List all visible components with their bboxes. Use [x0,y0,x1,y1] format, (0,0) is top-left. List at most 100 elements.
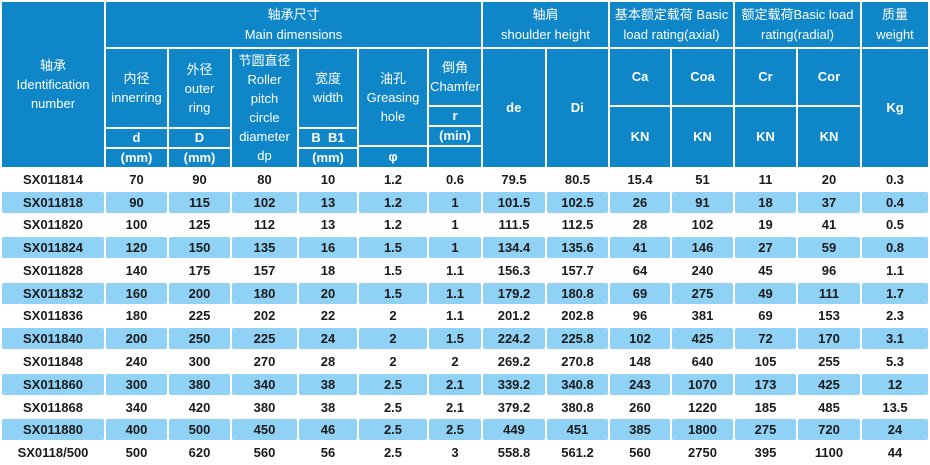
table-row: SX011880 400 500 450 46 2.5 2.5 449 451 385 1800 27… [2,419,928,441]
bearing-id-cell: SX011814 [2,169,104,190]
table-cell: 202 [232,305,297,327]
table-row: SX0118/500 500 620 560 56 2.5 3 558.8 561.2 560 27… [2,442,928,463]
table-cell: 112.5 [547,214,608,236]
table-cell: 2 [429,351,481,372]
table-cell: 340 [106,396,167,418]
table-cell: 111 [798,282,860,304]
table-cell: 125 [169,214,230,236]
col-symbol-de: de [483,49,545,167]
table-cell: 380 [169,373,230,395]
table-cell: 10 [299,169,357,190]
table-cell: 1.5 [429,328,481,350]
table-cell: 112 [232,214,297,236]
table-cell: 1.1 [429,260,481,281]
col-symbol-B-B1: B B1 [299,129,357,147]
table-cell: 560 [232,442,297,463]
col-chamfer: 倒角 Chamfer r (min) [429,49,481,167]
table-cell: 72 [735,328,796,350]
table-cell: 640 [672,351,733,372]
table-cell: 153 [798,305,860,327]
table-cell: 15.4 [610,169,670,190]
table-cell: 90 [169,169,230,190]
table-cell: 18 [299,260,357,281]
table-row: SX011828 140 175 157 18 1.5 1.1 156.3 157.7 64 240… [2,260,928,281]
table-cell: 450 [232,419,297,441]
table-cell: 2 [359,351,427,372]
table-cell: 225 [169,305,230,327]
group-header-weight: 质量 weight [862,2,928,47]
bearing-id-cell: SX011880 [2,419,104,441]
table-header: 轴承 Identification number 轴承尺寸 Main dimen… [2,2,928,167]
table-cell: 1 [429,191,481,213]
header-line: 油孔 [379,70,406,86]
table-cell: 59 [798,237,860,259]
table-cell: 185 [735,396,796,418]
table-cell: 102 [672,214,733,236]
header-line: weight [876,26,914,42]
header-line: shoulder height [501,26,590,42]
table-cell: 80 [232,169,297,190]
table-cell: 240 [106,351,167,372]
table-cell: 175 [169,260,230,281]
table-cell: 1.1 [862,260,928,281]
table-row: SX011840 200 250 225 24 2 1.5 224.2 225.8 102 425 7… [2,328,928,350]
table-cell: 156.3 [483,260,545,281]
table-cell: 0.5 [862,214,928,236]
table-cell: 90 [106,191,167,213]
table-cell: 2.1 [429,373,481,395]
table-cell: 102 [610,328,670,350]
table-cell: 18 [735,191,796,213]
table-cell: 70 [106,169,167,190]
table-cell: 135 [232,237,297,259]
table-row: SX011832 160 200 180 20 1.5 1.1 179.2 180.8 69 275… [2,282,928,304]
table-cell: 2 [359,305,427,327]
table-cell: 1100 [798,442,860,463]
table-cell: 102 [232,191,297,213]
header-line: innerring [111,90,162,105]
table-cell: 46 [299,419,357,441]
header-line: dp [257,148,272,163]
col-unit-mm: (mm) [106,149,167,167]
header-line: 基本额定载荷 Basic [614,6,729,22]
table-cell: 91 [672,191,733,213]
table-cell: 28 [299,351,357,372]
table-cell: 157.7 [547,260,608,281]
bearing-id-cell: SX011818 [2,191,104,213]
radial-subcolumns: Cr KN Cor KN [735,49,860,167]
col-symbol-d: d [106,129,167,147]
table-cell: 41 [610,237,670,259]
col-header-chamfer: 倒角 Chamfer [429,49,481,105]
table-cell: 19 [735,214,796,236]
col-symbol-Di: Di [546,49,608,167]
table-cell: 173 [735,373,796,395]
table-cell: 0.3 [862,169,928,190]
header-line: pitch [250,91,279,106]
table-row: SX011814 70 90 80 10 1.2 0.6 79.5 80.5 15.4 51 11 20… [2,169,928,190]
table-cell: 49 [735,282,796,304]
header-line: 质量 [881,6,908,22]
table-cell: 51 [672,169,733,190]
bearing-id-cell: SX0118/500 [2,442,104,463]
table-cell: 179.2 [483,282,545,304]
table-row: SX011824 120 150 135 16 1.5 1 134.4 135.6 41 146 27… [2,237,928,259]
table-cell: 449 [483,419,545,441]
table-cell: 157 [232,260,297,281]
table-cell: 38 [299,396,357,418]
table-cell: 24 [862,419,928,441]
table-cell: 425 [672,328,733,350]
table-row: SX011820 100 125 112 13 1.2 1 111.5 112.5 28 102 19… [2,214,928,236]
table-cell: 1.2 [359,169,427,190]
header-line: outer [184,80,215,96]
table-cell: 111.5 [483,214,545,236]
bearing-id-cell: SX011840 [2,328,104,350]
col-header-outer-ring: 外径 outer ring [169,49,230,127]
table-cell: 45 [735,260,796,281]
col-symbol-r: r [429,107,481,125]
table-cell: 1.1 [429,282,481,304]
header-line: Roller [247,72,282,87]
table-cell: 1.2 [359,214,427,236]
table-cell: 115 [169,191,230,213]
table-cell: 1 [429,237,481,259]
table-cell: 451 [547,419,608,441]
table-cell: 64 [610,260,670,281]
